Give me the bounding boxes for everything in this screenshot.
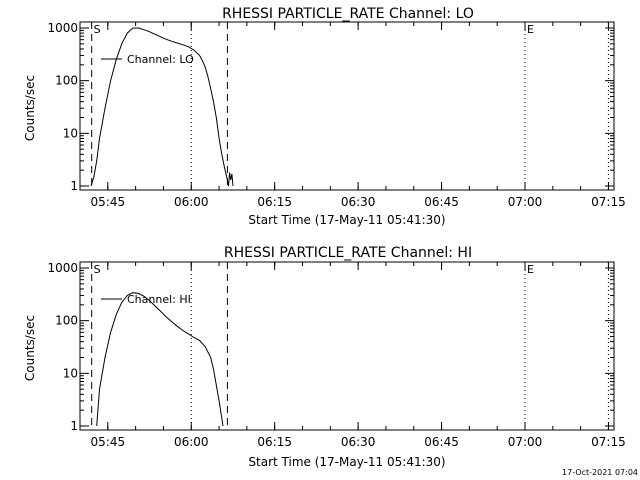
- y-axis-label: Counts/sec: [23, 315, 37, 381]
- plot-frame: [79, 261, 615, 431]
- x-tick-label: 06:45: [424, 435, 459, 449]
- x-tick-label: 05:45: [91, 195, 126, 209]
- x-axis-label: Start Time (17-May-11 05:41:30): [248, 213, 445, 227]
- x-tick-label: 06:15: [257, 195, 292, 209]
- y-tick-label: 10: [63, 126, 78, 140]
- marker-label: S: [94, 263, 101, 276]
- panel-hi: RHESSI PARTICLE_RATE Channel: HI Counts/…: [23, 245, 626, 469]
- marker-label: S: [94, 23, 101, 36]
- series-line: [96, 292, 224, 427]
- chart-title: RHESSI PARTICLE_RATE Channel: LO: [222, 6, 474, 22]
- x-tick-label: 06:45: [424, 195, 459, 209]
- x-tick-label: 07:00: [508, 435, 543, 449]
- x-tick-label: 05:45: [91, 435, 126, 449]
- x-tick-label: 06:15: [257, 435, 292, 449]
- x-tick-label: 06:00: [174, 435, 209, 449]
- x-tick-label: 07:15: [591, 195, 626, 209]
- x-tick-label: 06:30: [341, 435, 376, 449]
- chart-title: RHESSI PARTICLE_RATE Channel: HI: [224, 245, 472, 261]
- panel-lo: RHESSI PARTICLE_RATE Channel: LO Counts/…: [23, 6, 626, 227]
- series-line: [90, 27, 234, 187]
- y-tick-label: 1: [70, 419, 78, 433]
- x-tick-label: 06:00: [174, 195, 209, 209]
- y-tick-label: 1000: [47, 21, 78, 35]
- x-tick-label: 07:15: [591, 435, 626, 449]
- legend-label: Channel: LO: [127, 53, 194, 66]
- y-tick-label: 10: [63, 366, 78, 380]
- marker-label: E: [527, 23, 534, 36]
- x-tick-label: 07:00: [508, 195, 543, 209]
- plot-frame: [79, 21, 615, 191]
- y-tick-label: 1: [70, 179, 78, 193]
- y-axis-label: Counts/sec: [23, 75, 37, 141]
- legend-label: Channel: HI: [127, 293, 191, 306]
- y-tick-label: 100: [55, 74, 78, 88]
- marker-label: E: [527, 263, 534, 276]
- x-tick-label: 06:30: [341, 195, 376, 209]
- footer-timestamp: 17-Oct-2021 07:04: [562, 468, 638, 477]
- x-axis-label: Start Time (17-May-11 05:41:30): [248, 455, 445, 469]
- y-tick-label: 100: [55, 314, 78, 328]
- y-tick-label: 1000: [47, 261, 78, 275]
